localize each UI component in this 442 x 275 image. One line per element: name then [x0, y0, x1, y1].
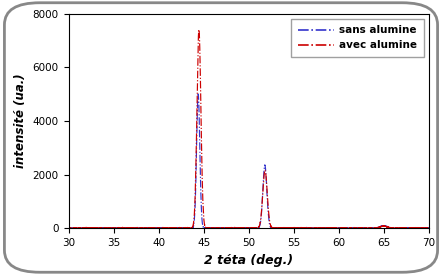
sans alumine [66, 226, 71, 230]
sans alumine [195, 92, 201, 96]
avec alumine [153, 227, 159, 230]
sans alumine [423, 227, 429, 230]
avec alumine [149, 227, 155, 230]
X-axis label: 2 téta (deg.): 2 téta (deg.) [204, 254, 293, 266]
avec alumine [66, 227, 71, 230]
Y-axis label: intensité (ua.): intensité (ua.) [14, 74, 27, 168]
Legend: sans alumine, avec alumine: sans alumine, avec alumine [291, 19, 423, 57]
sans alumine [66, 227, 71, 230]
avec alumine [227, 226, 232, 230]
avec alumine [152, 226, 157, 229]
sans alumine [227, 227, 232, 230]
sans alumine [153, 226, 159, 230]
sans alumine [149, 227, 155, 230]
avec alumine [202, 222, 207, 225]
avec alumine [423, 227, 429, 230]
avec alumine [196, 28, 202, 31]
Line: avec alumine: avec alumine [69, 30, 429, 228]
avec alumine [426, 227, 431, 230]
sans alumine [152, 227, 157, 230]
Line: sans alumine: sans alumine [69, 94, 429, 228]
sans alumine [426, 226, 431, 229]
sans alumine [202, 227, 207, 230]
